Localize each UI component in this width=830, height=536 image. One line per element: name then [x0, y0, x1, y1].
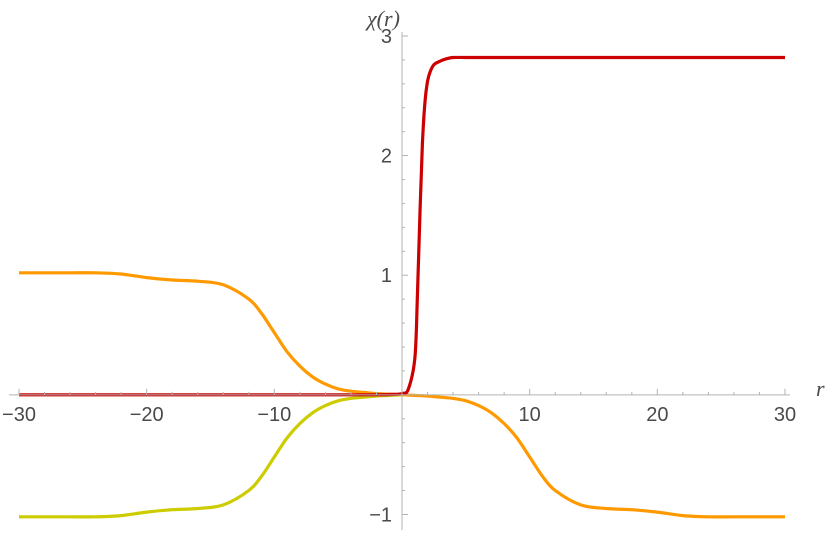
x-tick-label: 20 [646, 404, 668, 426]
x-minor-ticks [44, 391, 760, 395]
axes-layer: −30 −20 −10 10 20 30 −1 1 2 3 [2, 26, 796, 530]
x-major-ticks: −30 −20 −10 10 20 30 [2, 388, 796, 426]
x-tick-label: −10 [257, 404, 291, 426]
series-line-1 [19, 271, 403, 397]
x-tick-label: −20 [130, 404, 164, 426]
x-tick-label: −30 [2, 404, 36, 426]
y-tick-label: 3 [381, 26, 392, 48]
x-tick-label: 30 [774, 404, 796, 426]
y-tick-label: 1 [381, 265, 392, 287]
series-line-2 [401, 393, 785, 519]
y-minor-ticks [402, 59, 405, 492]
labels-layer: r χ(r) [365, 6, 825, 401]
y-axis-label: χ(r) [365, 6, 400, 31]
y-tick-label: 2 [381, 146, 392, 168]
series-line-3 [19, 393, 403, 519]
y-tick-label: −1 [369, 504, 392, 526]
y-major-ticks: −1 1 2 3 [369, 26, 408, 526]
x-tick-label: 10 [519, 404, 541, 426]
x-axis-label: r [816, 376, 825, 401]
